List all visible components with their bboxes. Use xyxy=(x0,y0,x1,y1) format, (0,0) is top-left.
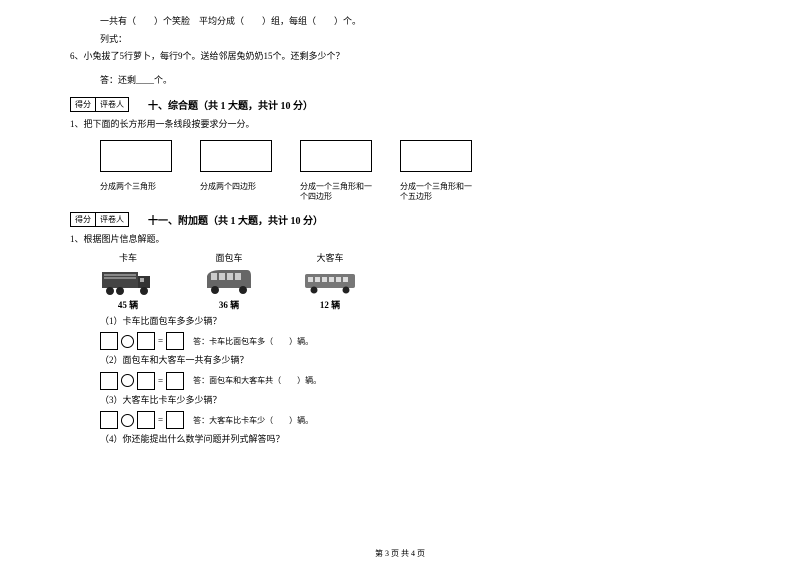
eq-line-3: = 答：大客车比卡车少（ ）辆。 xyxy=(100,411,730,429)
blank-square xyxy=(166,332,184,350)
rect-label-2: 分成一个三角形和一个四边形 xyxy=(300,182,372,203)
reviewer-cell: 评卷人 xyxy=(95,212,129,227)
blank-square xyxy=(166,372,184,390)
score-cell: 得分 xyxy=(70,212,96,227)
truck-count: 45 辆 xyxy=(118,298,138,311)
blank-square xyxy=(137,372,155,390)
blank-square xyxy=(137,332,155,350)
bus-count: 12 辆 xyxy=(320,298,340,311)
s10-q1: 1、把下面的长方形用一条线段按要求分一分。 xyxy=(70,118,730,132)
rectangle-shape xyxy=(100,140,172,172)
rect-col-3: 分成一个三角形和一个五边形 xyxy=(400,140,472,203)
vehicle-minibus: 面包车 36 辆 xyxy=(201,251,257,311)
eq-line-2: = 答：面包车和大客车共（ ）辆。 xyxy=(100,372,730,390)
rectangle-shape xyxy=(300,140,372,172)
section-10-title: 十、综合题（共 1 大题，共计 10 分） xyxy=(148,97,313,112)
ans2: 答：面包车和大客车共（ ）辆。 xyxy=(193,375,321,386)
section-10-header: 得分 评卷人 十、综合题（共 1 大题，共计 10 分） xyxy=(70,97,730,112)
ans3: 答：大客车比卡车少（ ）辆。 xyxy=(193,415,313,426)
rectangle-shape xyxy=(400,140,472,172)
blank-square xyxy=(100,411,118,429)
blank-circle xyxy=(121,335,134,348)
rect-label-1: 分成两个四边形 xyxy=(200,182,272,192)
equals-sign: = xyxy=(158,415,163,425)
rect-label-3: 分成一个三角形和一个五边形 xyxy=(400,182,472,203)
sub1: （1）卡车比面包车多多少辆？ xyxy=(70,315,730,329)
rectangle-shape xyxy=(200,140,272,172)
ans1: 答：卡车比面包车多（ ）辆。 xyxy=(193,336,313,347)
q5-line1: 一共有（ ）个笑脸 平均分成（ ）组，每组（ ）个。 xyxy=(70,15,730,29)
blank-square xyxy=(100,372,118,390)
vehicle-bus: 大客车 12 辆 xyxy=(302,251,358,311)
blank-circle xyxy=(121,414,134,427)
blank-square xyxy=(100,332,118,350)
sub4: （4）你还能提出什么数学问题并列式解答吗？ xyxy=(70,433,730,447)
bus-icon xyxy=(302,266,358,296)
blank-circle xyxy=(121,374,134,387)
s11-q1: 1、根据图片信息解题。 xyxy=(70,233,730,247)
minibus-icon xyxy=(201,266,257,296)
reviewer-cell: 评卷人 xyxy=(95,97,129,112)
rect-col-2: 分成一个三角形和一个四边形 xyxy=(300,140,372,203)
rect-col-1: 分成两个四边形 xyxy=(200,140,272,203)
q5-line2: 列式： xyxy=(70,33,730,47)
minibus-count: 36 辆 xyxy=(219,298,239,311)
rect-label-0: 分成两个三角形 xyxy=(100,182,172,192)
q6-answer: 答：还剩____个。 xyxy=(70,74,730,88)
rect-row: 分成两个三角形 分成两个四边形 分成一个三角形和一个四边形 分成一个三角形和一个… xyxy=(100,140,730,203)
page-footer: 第 3 页 共 4 页 xyxy=(0,548,800,559)
eq-line-1: = 答：卡车比面包车多（ ）辆。 xyxy=(100,332,730,350)
minibus-label: 面包车 xyxy=(215,251,242,264)
sub2: （2）面包车和大客车一共有多少辆？ xyxy=(70,354,730,368)
blank-square xyxy=(137,411,155,429)
equals-sign: = xyxy=(158,376,163,386)
truck-label: 卡车 xyxy=(119,251,137,264)
section-11-title: 十一、附加题（共 1 大题，共计 10 分） xyxy=(148,212,323,227)
score-cell: 得分 xyxy=(70,97,96,112)
equals-sign: = xyxy=(158,336,163,346)
rect-col-0: 分成两个三角形 xyxy=(100,140,172,203)
vehicle-truck: 卡车 45 辆 xyxy=(100,251,156,311)
q6-text: 6、小兔拔了5行萝卜，每行9个。送给邻居兔奶奶15个。还剩多少个？ xyxy=(70,50,730,64)
truck-icon xyxy=(100,266,156,296)
section-11-header: 得分 评卷人 十一、附加题（共 1 大题，共计 10 分） xyxy=(70,212,730,227)
blank-square xyxy=(166,411,184,429)
bus-label: 大客车 xyxy=(316,251,343,264)
vehicle-row: 卡车 45 辆 面包车 36 辆 大客车 xyxy=(100,251,730,311)
sub3: （3）大客车比卡车少多少辆？ xyxy=(70,394,730,408)
